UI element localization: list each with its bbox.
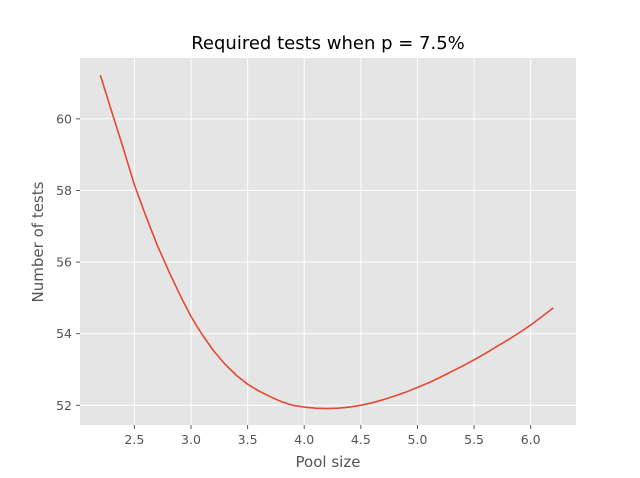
y-tick-label: 60	[56, 111, 72, 126]
x-tick-label: 3.0	[181, 432, 201, 447]
x-tick-label: 2.5	[124, 432, 144, 447]
x-axis-label: Pool size	[296, 453, 361, 471]
x-tick-label: 5.5	[464, 432, 484, 447]
x-tick-label: 6.0	[521, 432, 541, 447]
y-axis-label: Number of tests	[29, 181, 47, 302]
chart-title: Required tests when p = 7.5%	[191, 33, 465, 54]
y-tick-label: 52	[56, 398, 72, 413]
x-tick-label: 4.5	[351, 432, 371, 447]
x-tick-label: 4.0	[294, 432, 314, 447]
series-line	[99, 74, 554, 410]
y-tick-label: 58	[56, 183, 72, 198]
y-tick-label: 56	[56, 255, 72, 270]
x-tick-label: 5.0	[408, 432, 428, 447]
y-axis-ticks: 52 54 56 58 60	[56, 111, 80, 413]
plot-area	[80, 58, 576, 425]
y-tick-label: 54	[56, 326, 72, 341]
x-tick-label: 3.5	[238, 432, 258, 447]
x-axis-ticks: 2.5 3.0 3.5 4.0 4.5 5.0 5.5 6.0	[124, 425, 541, 447]
grid-lines	[80, 58, 576, 425]
